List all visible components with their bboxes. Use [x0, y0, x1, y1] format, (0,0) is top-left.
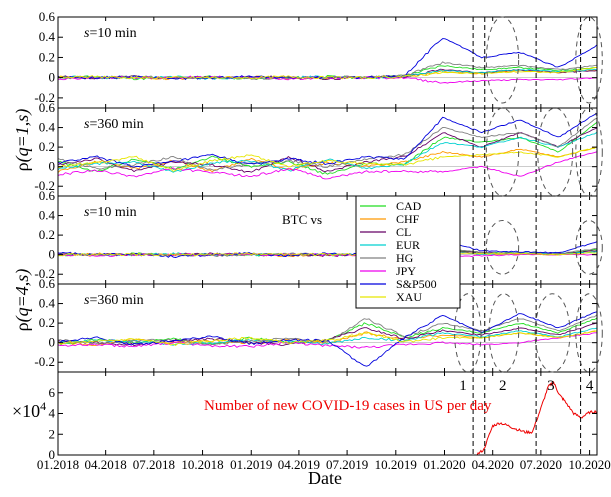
panel-frame: [57, 16, 598, 109]
x-tick-label: 10.2019: [375, 457, 417, 472]
y-tick-label: 0: [49, 335, 56, 350]
period-label: 3: [547, 378, 555, 394]
y-tick-label: -0.2: [34, 178, 55, 193]
x-tick-label: 01.2020: [423, 457, 465, 472]
x-tick-label: 07.2020: [520, 457, 562, 472]
plot-area: -0.2 0 0.2 0.4 0.6 s=10 min -0.2 0 0.2 0.4 0.6 s=36…: [34, 9, 610, 472]
series-line-xau: [58, 146, 598, 172]
series-line-xau: [57, 251, 598, 257]
highlight-ellipse: [575, 107, 603, 197]
y-tick-label: 4: [49, 406, 56, 421]
panel-covid: 0 2 4 6 01.2018 04.2018 07.2018 10.2018 01.2019 0…: [37, 371, 611, 472]
covid-series-label: Number of new COVID-19 cases in US per d…: [204, 398, 492, 414]
legend-label: CL: [396, 225, 411, 239]
panel-label: s=10 min: [84, 26, 137, 41]
highlight-ellipse: [575, 16, 603, 104]
highlight-ellipse: [534, 293, 571, 373]
y-tick-label: 0.6: [39, 188, 56, 203]
x-tick-label: 07.2019: [326, 457, 368, 472]
highlight-ellipse: [575, 219, 603, 275]
period-label: 1: [459, 378, 467, 394]
highlight-ellipse: [454, 293, 482, 373]
y-tick-label: 0.4: [39, 208, 56, 223]
y-tick-label: 0.2: [39, 49, 55, 64]
highlight-ellipse: [537, 107, 574, 197]
panel-label: s=10 min: [84, 205, 137, 220]
labels: ρ(q=1,s) ρ(q=4,s) ×104 Number of new COV…: [12, 109, 492, 488]
y-tick-label: 0: [49, 447, 56, 462]
series-line-sp500: [57, 38, 598, 81]
y-tick-label: 0.6: [39, 100, 56, 115]
panel-q1-s360: -0.2 0 0.2 0.4 0.6 s=360 min: [34, 100, 598, 197]
y-tick-label: -0.2: [34, 266, 55, 281]
y-tick-label: 0.2: [39, 227, 55, 242]
panel-q4-s10: -0.2 0 0.2 0.4 0.6 s=10 min: [34, 188, 598, 285]
y-tick-label: 0: [49, 70, 56, 85]
y-tick-label: 2: [49, 426, 56, 441]
period-label: 4: [586, 378, 594, 394]
highlight-ellipse: [485, 219, 520, 275]
x-tick-label: 10.2020: [568, 457, 610, 472]
legend-label: S&P500: [396, 277, 437, 291]
y-tick-label: 6: [49, 385, 56, 400]
highlight-ellipse: [485, 16, 520, 104]
panel-frame: [57, 195, 598, 285]
period-label: 2: [499, 378, 507, 394]
covid-y-multiplier: ×104: [12, 399, 46, 421]
series-line-sp500: [57, 112, 598, 168]
series-line-jpy: [57, 151, 598, 180]
x-tick-label: 01.2019: [230, 457, 272, 472]
legend-label: CAD: [396, 199, 422, 213]
highlight-ellipse: [485, 107, 520, 197]
legend-label: EUR: [396, 238, 420, 252]
legend-label: JPY: [396, 264, 416, 278]
x-tick-label: 04.2019: [278, 457, 320, 472]
legend-title: BTC vs: [282, 212, 322, 227]
series-line-xau: [57, 330, 598, 346]
x-tick-label: 04.2020: [472, 457, 514, 472]
y-tick-label: 0.2: [39, 315, 55, 330]
y-tick-label: 0.4: [39, 29, 56, 44]
series-line-eur: [58, 327, 598, 346]
panel-q4-s360: -0.2 0 0.2 0.4 0.6 s=360 min: [34, 276, 598, 373]
panel-label: s=360 min: [84, 117, 144, 132]
covid-cases-line: [476, 380, 598, 456]
y-tick-label: -0.2: [34, 90, 55, 105]
series-line-jpy: [57, 332, 597, 349]
legend-label: HG: [396, 251, 414, 265]
highlight-ellipse: [488, 293, 520, 373]
series-line-hg: [57, 314, 598, 346]
y-tick-label: -0.2: [34, 354, 55, 369]
legend-box: [355, 195, 461, 309]
legend-label: CHF: [396, 212, 420, 226]
y-tick-label: 0: [49, 247, 56, 262]
x-tick-label: 10.2018: [181, 457, 223, 472]
panel-label: s=360 min: [84, 293, 144, 308]
x-tick-label: 01.2018: [37, 457, 79, 472]
legend-label: XAU: [396, 290, 422, 304]
panel-q1-s10: -0.2 0 0.2 0.4 0.6 s=10 min: [34, 9, 598, 109]
y-tick-label: 0: [49, 159, 56, 174]
x-axis-title: Date: [308, 468, 342, 488]
y-tick-label: 0.6: [39, 276, 56, 291]
x-tick-label: 07.2018: [133, 457, 175, 472]
overlays: 1 2 3 4: [454, 16, 603, 455]
series-line-cl: [57, 127, 598, 173]
series-line-eur: [57, 131, 598, 173]
x-tick-label: 04.2018: [85, 457, 127, 472]
highlight-ellipse: [575, 293, 603, 373]
series-line-xau: [57, 66, 598, 80]
y-tick-label: 0.6: [39, 9, 56, 24]
y-axis-title-q4: ρ(q=4,s): [12, 269, 33, 332]
y-tick-label: 0.4: [39, 120, 56, 135]
y-tick-label: 0.4: [39, 296, 56, 311]
y-axis-title-q1: ρ(q=1,s): [12, 109, 33, 172]
y-tick-label: 0.2: [39, 139, 55, 154]
